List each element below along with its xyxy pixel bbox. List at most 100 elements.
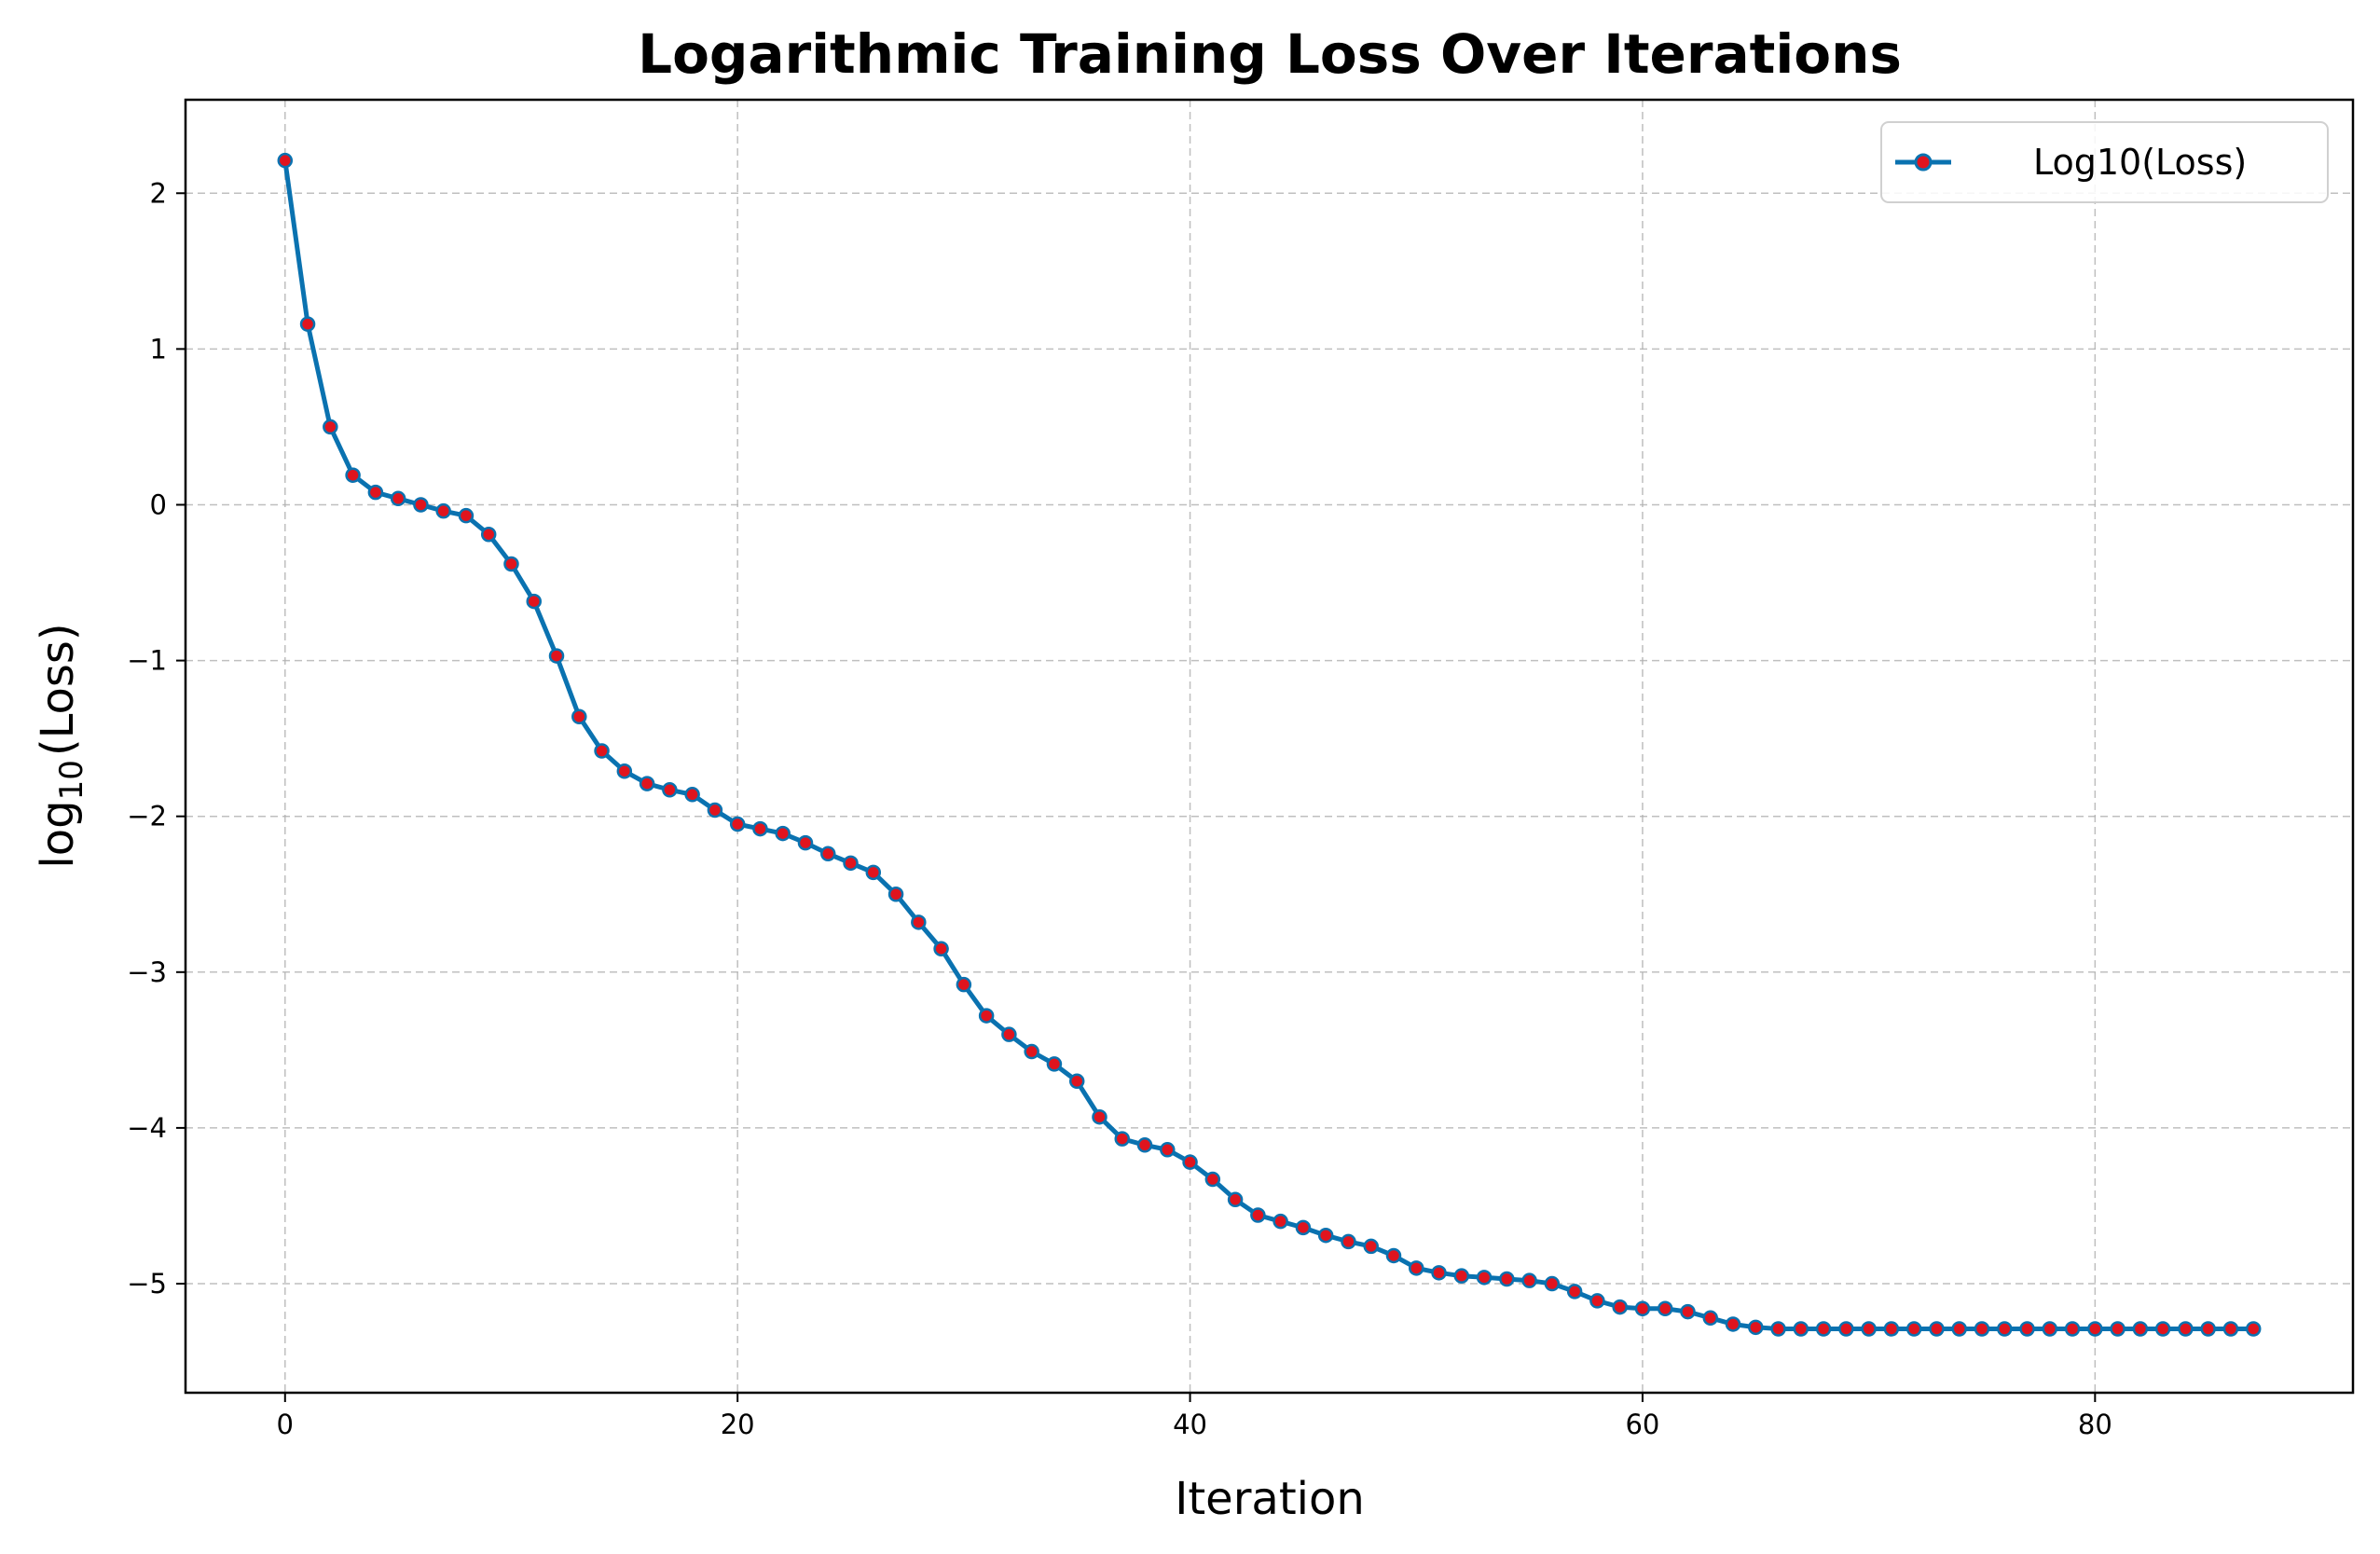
data-point (413, 497, 429, 513)
data-point (1024, 1043, 1039, 1060)
data-point (299, 316, 316, 332)
data-point (1273, 1213, 1288, 1230)
data-point (1680, 1303, 1696, 1320)
data-point (752, 820, 768, 837)
data-point (684, 787, 700, 803)
data-point (323, 419, 338, 435)
data-point (797, 834, 814, 851)
data-point (548, 648, 565, 664)
data-point (1092, 1108, 1107, 1125)
y-tick-label: −1 (127, 645, 167, 677)
data-point (1227, 1191, 1244, 1208)
data-point (1861, 1321, 1877, 1337)
series-layer (277, 152, 2262, 1337)
data-point (2110, 1321, 2125, 1337)
data-point (1136, 1137, 1153, 1153)
data-point (1815, 1321, 1832, 1337)
data-point (1046, 1056, 1063, 1072)
data-point (1001, 1026, 1017, 1042)
data-point (1905, 1321, 1922, 1337)
data-point (1793, 1321, 1809, 1337)
y-axis-label-subscript: 10 (53, 760, 90, 800)
data-point (1657, 1300, 1673, 1317)
data-point (639, 776, 655, 791)
data-point (887, 887, 904, 902)
x-tick-label: 0 (277, 1409, 294, 1440)
data-point (2019, 1321, 2035, 1337)
data-point (1114, 1131, 1130, 1147)
data-point (1544, 1275, 1561, 1292)
data-point (2200, 1321, 2216, 1337)
data-point (1068, 1073, 1085, 1090)
data-point (1160, 1142, 1176, 1158)
x-tick-label: 40 (1173, 1409, 1207, 1440)
data-point (1521, 1272, 1537, 1288)
data-point (956, 976, 972, 993)
legend-label: Log10(Loss) (2033, 142, 2247, 183)
data-point (978, 1008, 995, 1024)
data-point (1341, 1233, 1356, 1250)
data-point (1612, 1299, 1628, 1315)
data-point (1385, 1247, 1402, 1264)
data-point (390, 490, 406, 507)
data-point (775, 825, 791, 842)
data-point (662, 782, 678, 798)
data-point (1974, 1321, 1990, 1337)
data-point (571, 708, 587, 724)
data-point (1476, 1270, 1493, 1286)
y-tick-label: −4 (127, 1112, 167, 1144)
data-point (1317, 1227, 1334, 1244)
data-point (1770, 1321, 1786, 1337)
data-point (2178, 1321, 2194, 1337)
y-tick-label: 1 (150, 333, 167, 364)
data-point (1566, 1284, 1583, 1300)
y-tick-label: 0 (150, 488, 167, 520)
data-point (503, 556, 519, 572)
data-point (435, 502, 451, 519)
data-point (1409, 1260, 1424, 1276)
y-tick-label: 2 (150, 177, 167, 209)
legend-marker-swatch (1914, 153, 1933, 172)
data-point (911, 915, 927, 930)
data-point (2245, 1321, 2262, 1337)
data-point (843, 855, 859, 872)
y-axis-label-rest: (Loss) (32, 623, 84, 756)
data-point (2154, 1321, 2171, 1337)
data-point (865, 864, 882, 881)
x-tick-label: 80 (2078, 1409, 2112, 1440)
data-point (933, 941, 949, 956)
data-point (277, 152, 294, 169)
legend: Log10(Loss) (1880, 121, 2329, 203)
data-point (1634, 1300, 1651, 1317)
data-point (707, 802, 723, 818)
y-tick-label: −2 (127, 801, 167, 832)
plot-frame (184, 98, 2355, 1395)
data-point (2222, 1321, 2239, 1337)
x-tick-label: 60 (1625, 1409, 1659, 1440)
data-point (367, 484, 384, 501)
y-tick-label: −5 (127, 1268, 167, 1300)
data-point (819, 846, 836, 862)
data-point (2132, 1321, 2149, 1337)
chart-title: Logarithmic Training Loss Over Iteration… (638, 22, 1902, 86)
data-point (458, 507, 475, 524)
data-point (480, 526, 497, 543)
data-point (616, 763, 633, 779)
data-point (1702, 1310, 1719, 1327)
y-tick-label: −3 (127, 956, 167, 988)
x-axis-label: Iteration (1175, 1473, 1365, 1525)
data-point (1951, 1321, 1967, 1337)
data-point (1838, 1321, 1854, 1337)
y-axis-label-base: log (32, 800, 84, 868)
data-point (1589, 1293, 1605, 1309)
data-point (1204, 1171, 1221, 1188)
data-point (1363, 1238, 1379, 1255)
data-point (1997, 1321, 2013, 1337)
data-point (1929, 1321, 1945, 1337)
data-point (1748, 1319, 1764, 1336)
data-point (594, 743, 610, 759)
y-axis-label: log10(Loss) (32, 623, 90, 868)
data-point (1250, 1207, 1266, 1223)
data-point (345, 467, 361, 483)
